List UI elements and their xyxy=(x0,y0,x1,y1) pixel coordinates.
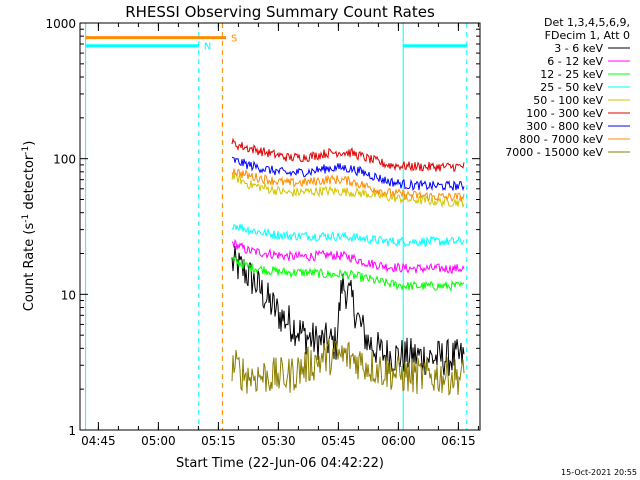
y-label-mid: detector xyxy=(22,154,37,214)
axis-layer: 1 10 100 1000 04:45 05:00 05:15 05:30 05:45 06:00… xyxy=(45,17,480,448)
legend-header-line-1: Det 1,3,4,5,6,9, xyxy=(544,16,630,29)
y-label-sup2: -1 xyxy=(21,146,31,155)
y-label-end: ) xyxy=(22,141,37,146)
x-tick-label: 05:15 xyxy=(201,434,236,448)
y-label-main: Count Rate (s xyxy=(22,223,37,312)
y-label-sup1: -1 xyxy=(21,214,31,223)
x-tick-label: 05:00 xyxy=(141,434,176,448)
series-line xyxy=(231,156,465,192)
series-line xyxy=(231,238,465,275)
legend-entry-label: 25 - 50 keV xyxy=(540,81,603,94)
y-axis-label: Count Rate (s-1 detector-1) xyxy=(21,141,37,312)
legend-entry-label: 12 - 25 keV xyxy=(540,68,603,81)
plot-frame xyxy=(79,22,481,431)
flag-label: S xyxy=(231,34,237,45)
series-line xyxy=(231,168,465,203)
series-line xyxy=(231,246,465,376)
y-tick-label: 10 xyxy=(61,288,76,302)
series-line xyxy=(231,223,465,248)
y-tick-label: 100 xyxy=(53,153,76,167)
chart-title: RHESSI Observing Summary Count Rates xyxy=(125,3,435,21)
x-tick-label: 06:00 xyxy=(381,434,416,448)
x-axis-label: Start Time (22-Jun-06 04:42:22) xyxy=(176,456,384,471)
legend-entry-label: 7000 - 15000 keV xyxy=(505,146,603,159)
legend-entry-label: 50 - 100 keV xyxy=(533,94,603,107)
x-tick-label: 05:45 xyxy=(321,434,356,448)
y-tick-label: 1000 xyxy=(45,17,76,31)
series-line xyxy=(231,171,465,209)
series-line xyxy=(231,338,465,396)
legend-header-line-2: FDecim 1, Att 0 xyxy=(545,29,630,42)
legend-entry-label: 300 - 800 keV xyxy=(526,120,603,133)
x-tick-label: 04:45 xyxy=(81,434,116,448)
series-line xyxy=(231,137,465,173)
legend: Det 1,3,4,5,6,9, FDecim 1, Att 0 3 - 6 k… xyxy=(505,16,630,159)
legend-entry-label: 6 - 12 keV xyxy=(547,55,603,68)
flag-label: N xyxy=(204,42,211,53)
x-tick-label: 06:15 xyxy=(441,434,476,448)
legend-entry-label: 100 - 300 keV xyxy=(526,107,603,120)
x-tick-label: 05:30 xyxy=(261,434,296,448)
y-tick-label: 1 xyxy=(68,424,76,438)
series-layer xyxy=(231,137,465,396)
series-line xyxy=(231,255,465,293)
legend-entry-label: 800 - 7000 keV xyxy=(519,133,603,146)
footer-timestamp: 15-Oct-2021 20:55 xyxy=(561,468,637,477)
legend-entry-label: 3 - 6 keV xyxy=(554,42,603,55)
